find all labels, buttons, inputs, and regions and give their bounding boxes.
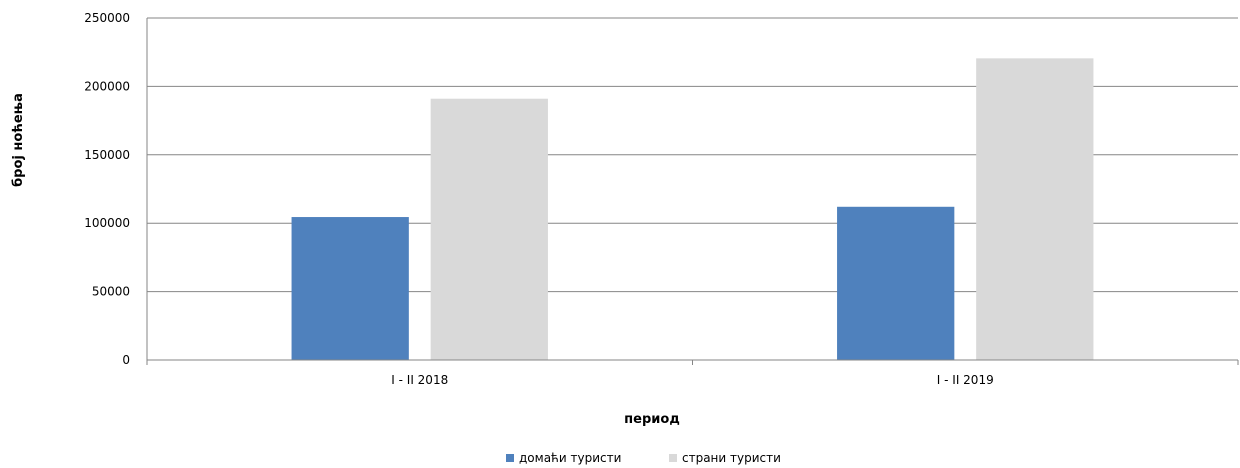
legend-swatch: [669, 454, 677, 462]
y-tick-label: 50000: [92, 285, 130, 299]
bar-domestic-1: [837, 206, 955, 360]
bar-foreign-1: [976, 58, 1094, 361]
bar-domestic-0: [291, 217, 409, 360]
y-tick-label: 100000: [84, 216, 130, 230]
y-tick-label: 150000: [84, 148, 130, 162]
legend-label: страни туристи: [682, 451, 781, 465]
bars: [291, 58, 1094, 361]
y-tick-label: 0: [122, 353, 130, 367]
y-tick-labels: 0 50000 100000 150000 200000 250000: [84, 11, 130, 367]
legend-label: домаћи туристи: [519, 451, 621, 465]
bar-foreign-0: [430, 98, 548, 360]
x-tick-label: I - II 2019: [937, 373, 994, 387]
legend-swatch: [506, 454, 514, 462]
y-axis-title: број ноћења: [11, 93, 26, 187]
x-tick-label: I - II 2018: [391, 373, 448, 387]
legend: домаћи туристи страни туристи: [506, 451, 781, 465]
y-tick-label: 200000: [84, 79, 130, 93]
axes: [146, 18, 1239, 365]
y-tick-label: 250000: [84, 11, 130, 25]
x-axis-title: период: [624, 412, 680, 427]
x-tick-labels: I - II 2018 I - II 2019: [391, 373, 993, 387]
